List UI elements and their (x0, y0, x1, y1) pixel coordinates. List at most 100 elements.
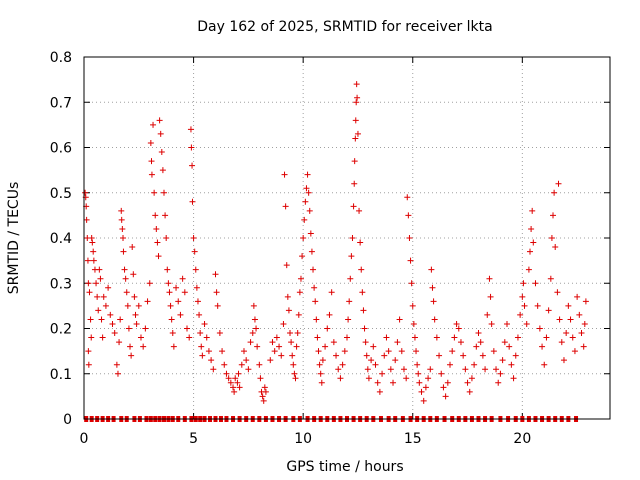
data-point (376, 388, 383, 395)
data-point (153, 225, 160, 232)
data-point (256, 361, 263, 368)
data-point (486, 275, 493, 282)
y-tick-label: 0.3 (50, 276, 72, 292)
data-point (574, 293, 581, 300)
data-point (473, 343, 480, 350)
data-point (133, 320, 140, 327)
data-point (326, 311, 333, 318)
data-point (466, 388, 473, 395)
data-point (131, 293, 138, 300)
data-point (140, 343, 147, 350)
data-point (261, 384, 268, 391)
data-point (430, 298, 437, 305)
data-point (90, 257, 97, 264)
data-point (525, 266, 532, 273)
x-tick-label: 10 (294, 431, 312, 447)
data-point (499, 357, 506, 364)
data-point (361, 325, 368, 332)
data-point (532, 280, 539, 287)
data-point (580, 343, 587, 350)
data-point (238, 361, 245, 368)
data-point (569, 334, 576, 341)
data-point (181, 289, 188, 296)
data-point (503, 320, 510, 327)
data-point (477, 339, 484, 346)
data-point (328, 289, 335, 296)
data-point (370, 343, 377, 350)
data-point (408, 280, 415, 287)
data-point (449, 348, 456, 355)
data-point (354, 130, 361, 137)
data-point (517, 311, 524, 318)
data-point (353, 81, 360, 88)
data-point (94, 293, 101, 300)
data-point (289, 352, 296, 359)
data-point (267, 357, 274, 364)
data-point (565, 302, 572, 309)
data-point (457, 339, 464, 346)
data-point (197, 330, 204, 337)
data-point (475, 330, 482, 337)
data-point (213, 289, 220, 296)
data-point (98, 316, 105, 323)
data-point (86, 289, 93, 296)
data-point (487, 293, 494, 300)
data-point (127, 343, 134, 350)
data-point (223, 370, 230, 377)
data-point (288, 339, 295, 346)
data-points (82, 81, 589, 422)
data-point (363, 352, 370, 359)
data-point (201, 320, 208, 327)
data-point (400, 366, 407, 373)
data-point (118, 207, 125, 214)
data-point (236, 384, 243, 391)
data-point (304, 171, 311, 178)
data-point (528, 225, 535, 232)
data-point (284, 293, 291, 300)
data-point (88, 334, 95, 341)
data-point (558, 339, 565, 346)
data-point (245, 366, 252, 373)
data-point (429, 284, 436, 291)
data-point (347, 275, 354, 282)
data-point (405, 212, 412, 219)
data-point (451, 334, 458, 341)
data-point (512, 352, 519, 359)
data-point (85, 361, 92, 368)
data-point (281, 171, 288, 178)
data-point (440, 384, 447, 391)
data-point (203, 334, 210, 341)
data-point (352, 135, 359, 142)
data-point (418, 388, 425, 395)
data-point (497, 370, 504, 377)
data-point (216, 330, 223, 337)
data-point (554, 289, 561, 296)
data-point (307, 230, 314, 237)
data-point (157, 130, 164, 137)
data-point (193, 284, 200, 291)
data-point (290, 361, 297, 368)
data-point (556, 316, 563, 323)
data-point (536, 325, 543, 332)
data-point (120, 235, 127, 241)
data-point (297, 275, 304, 282)
data-point (186, 334, 193, 341)
data-point (428, 266, 435, 273)
data-point (160, 189, 167, 196)
data-point (447, 361, 454, 368)
data-point (177, 311, 184, 318)
data-point (230, 384, 237, 391)
data-point (547, 275, 554, 282)
data-point (427, 366, 434, 373)
data-point (125, 325, 132, 332)
data-point (385, 348, 392, 355)
data-point (271, 348, 278, 355)
data-point (144, 298, 151, 305)
data-point (306, 207, 313, 214)
data-point (285, 307, 292, 314)
data-point (111, 330, 118, 337)
data-point (360, 307, 367, 314)
data-point (359, 289, 366, 296)
data-point (212, 271, 219, 278)
data-point (337, 375, 344, 382)
